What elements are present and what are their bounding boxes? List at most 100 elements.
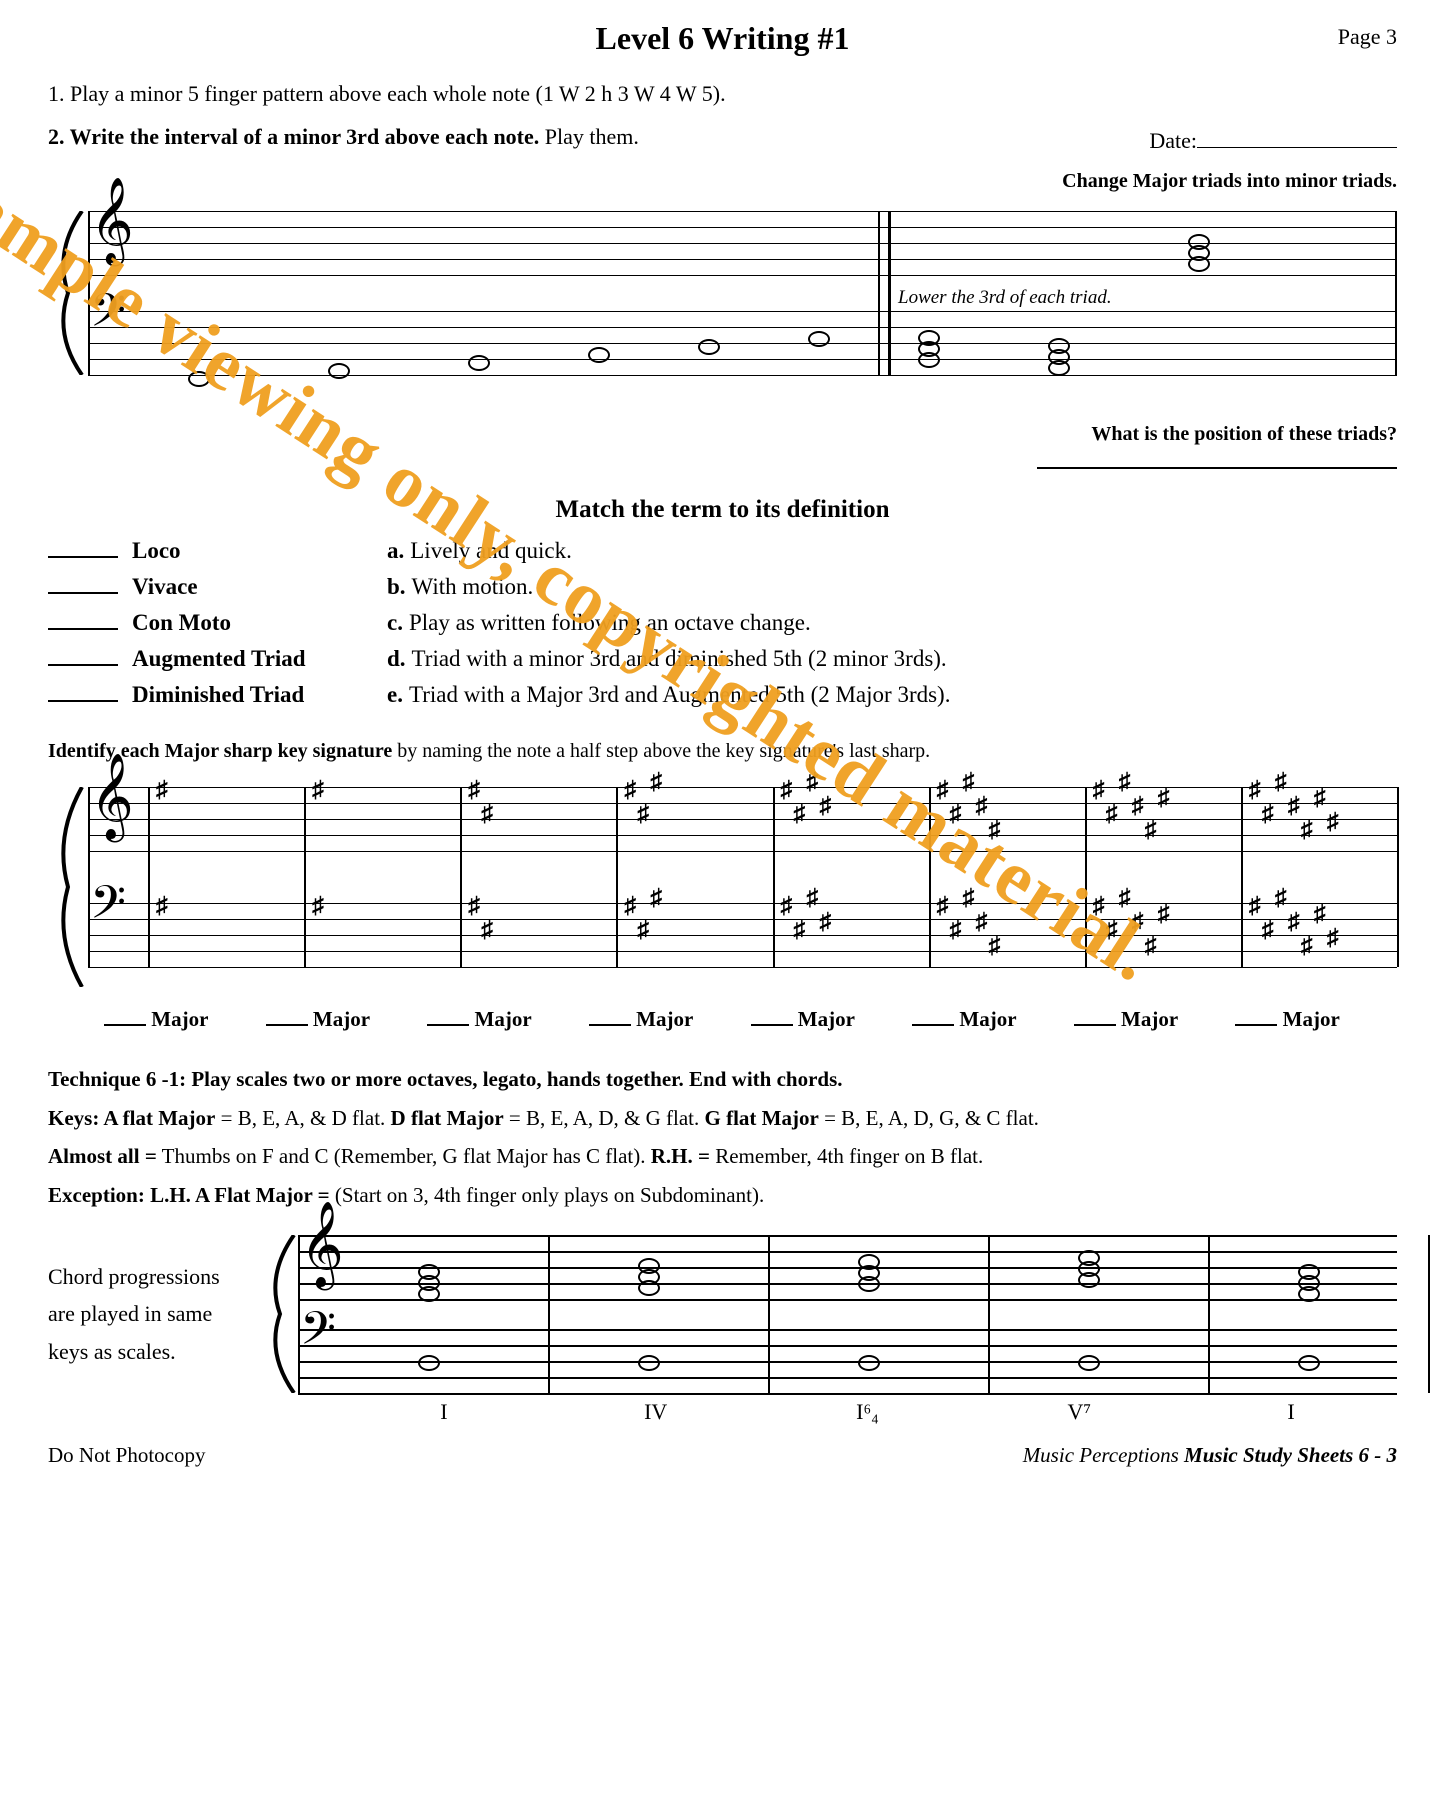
- sharp-sign: ♯: [989, 817, 1001, 844]
- major-label-cell[interactable]: Major: [1074, 1007, 1236, 1032]
- chord-progression-text: Chord progressions are played in same ke…: [48, 1258, 298, 1370]
- match-blank[interactable]: [48, 556, 118, 558]
- footer: Do Not Photocopy Music Perceptions Music…: [48, 1443, 1397, 1468]
- sharp-sign: ♯: [481, 801, 493, 828]
- instruction-2-tail: Play them.: [539, 124, 639, 149]
- match-row: Vivace b. With motion.: [48, 574, 1397, 600]
- match-term: Augmented Triad: [132, 646, 387, 672]
- sharp-sign: ♯: [624, 893, 636, 920]
- match-blank[interactable]: [48, 700, 118, 702]
- footer-right-bold: Music Study Sheets 6 - 3: [1184, 1443, 1397, 1467]
- sharp-sign: ♯: [1301, 817, 1313, 844]
- sharp-sign: ♯: [1093, 777, 1105, 804]
- date-blank[interactable]: [1197, 147, 1397, 148]
- technique-text: = B, E, A, & D flat.: [215, 1106, 390, 1130]
- triad-caption: Change Major triads into minor triads.: [48, 170, 1397, 193]
- technique-rh: R.H. =: [651, 1144, 710, 1168]
- sharp-sign: ♯: [976, 793, 988, 820]
- match-row: Con Moto c. Play as written following an…: [48, 610, 1397, 636]
- footer-left: Do Not Photocopy: [48, 1443, 206, 1468]
- treble-staff: [298, 1235, 1397, 1299]
- major-label-cell[interactable]: Major: [104, 1007, 266, 1032]
- whole-note: [808, 331, 830, 347]
- triad-chord: [1188, 239, 1210, 272]
- def-text: With motion.: [412, 574, 534, 600]
- grand-staff-brace: [52, 211, 88, 375]
- match-term: Diminished Triad: [132, 682, 387, 708]
- roman-numeral: IV: [550, 1399, 762, 1425]
- technique-text: Thumbs on F and C (Remember, G flat Majo…: [157, 1144, 651, 1168]
- chord: [1078, 1255, 1100, 1288]
- match-blank[interactable]: [48, 628, 118, 630]
- bass-clef: 𝄢: [300, 1303, 336, 1368]
- chord: [858, 1259, 880, 1292]
- sharp-sign: ♯: [1132, 793, 1144, 820]
- sharp-sign: ♯: [624, 777, 636, 804]
- triad-answer-blank[interactable]: [48, 456, 1397, 474]
- major-labels-row: Major Major Major Major Major Major Majo…: [104, 1007, 1397, 1032]
- match-term: Loco: [132, 538, 387, 564]
- chord: [1298, 1269, 1320, 1302]
- match-blank[interactable]: [48, 664, 118, 666]
- sharp-sign: ♯: [1106, 801, 1118, 828]
- match-table: Loco a. Lively and quick. Vivace b. With…: [48, 538, 1397, 708]
- chord-progression-row: Chord progressions are played in same ke…: [48, 1229, 1397, 1399]
- barline: [1241, 787, 1243, 967]
- whole-note: [698, 339, 720, 355]
- sharp-sign: ♯: [312, 777, 324, 804]
- sharp-sign: ♯: [937, 777, 949, 804]
- footer-right-italic: Music Perceptions: [1023, 1443, 1184, 1467]
- bass-clef: 𝄢: [90, 285, 126, 350]
- sharp-sign: ♯: [1314, 785, 1326, 812]
- chord-text-line: keys as scales.: [48, 1333, 298, 1370]
- sharp-sign: ♯: [481, 917, 493, 944]
- sharp-sign: ♯: [794, 801, 806, 828]
- triad-chord: [1048, 343, 1070, 376]
- barline: [773, 787, 775, 967]
- chord-text-line: Chord progressions: [48, 1258, 298, 1295]
- barline: [88, 787, 90, 967]
- triad-note: Lower the 3rd of each triad.: [898, 287, 1112, 309]
- major-label-cell[interactable]: Major: [912, 1007, 1074, 1032]
- def-letter: d.: [387, 646, 406, 672]
- major-label-cell[interactable]: Major: [427, 1007, 589, 1032]
- sharp-sign: ♯: [1275, 885, 1287, 912]
- sharp-sign: ♯: [1249, 777, 1261, 804]
- barline: [460, 787, 462, 967]
- whole-note: [588, 347, 610, 363]
- sharp-sign: ♯: [963, 885, 975, 912]
- major-label-cell[interactable]: Major: [589, 1007, 751, 1032]
- match-blank[interactable]: [48, 592, 118, 594]
- major-label-cell[interactable]: Major: [1235, 1007, 1397, 1032]
- keysig-staff: 𝄞 𝄢 ♯♯♯♯♯♯♯♯♯♯♯♯♯♯♯♯♯♯♯♯♯♯♯♯♯♯♯♯♯♯♯♯♯♯♯♯…: [48, 773, 1397, 1003]
- def-letter: e.: [387, 682, 403, 708]
- sharp-sign: ♯: [156, 893, 168, 920]
- chord: [418, 1269, 440, 1302]
- technique-text: = B, E, A, D, & G flat.: [504, 1106, 705, 1130]
- triad-question: What is the position of these triads?: [48, 423, 1397, 446]
- triad-chord: [918, 335, 940, 368]
- date-label: Date:: [1149, 128, 1197, 153]
- major-label-cell[interactable]: Major: [751, 1007, 913, 1032]
- double-barline: [878, 211, 891, 375]
- barline: [616, 787, 618, 967]
- sharp-sign: ♯: [1301, 933, 1313, 960]
- match-term: Con Moto: [132, 610, 387, 636]
- technique-line1: Technique 6 -1: Play scales two or more …: [48, 1067, 843, 1091]
- def-text: Triad with a Major 3rd and Augmented 5th…: [409, 682, 951, 708]
- header: Level 6 Writing #1 Page 3: [48, 20, 1397, 57]
- barline: [548, 1235, 550, 1393]
- def-letter: a.: [387, 538, 404, 564]
- sharp-sign: ♯: [781, 777, 793, 804]
- whole-note: [468, 355, 490, 371]
- technique-text: Remember, 4th finger on B flat.: [710, 1144, 983, 1168]
- sharp-sign: ♯: [637, 801, 649, 828]
- roman-numeral: I: [1185, 1399, 1397, 1425]
- barline: [988, 1235, 990, 1393]
- instruction-2-bold: 2. Write the interval of a minor 3rd abo…: [48, 124, 539, 149]
- match-term: Vivace: [132, 574, 387, 600]
- technique-text: = B, E, A, D, G, & C flat.: [819, 1106, 1039, 1130]
- whole-note: [328, 363, 350, 379]
- major-label-cell[interactable]: Major: [266, 1007, 428, 1032]
- def-text: Play as written following an octave chan…: [409, 610, 811, 636]
